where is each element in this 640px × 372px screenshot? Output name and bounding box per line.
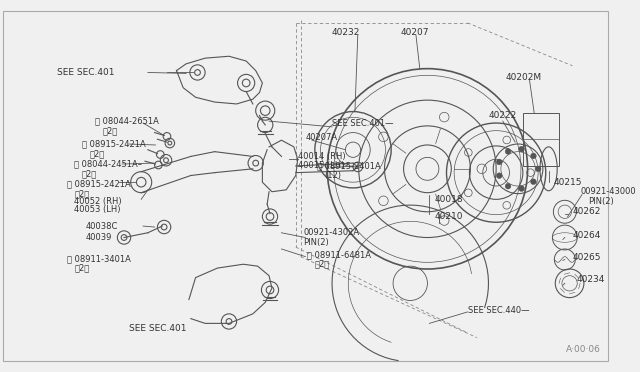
Text: 40262: 40262	[572, 207, 601, 216]
Circle shape	[505, 183, 511, 189]
Text: Ⓑ 08044-2651A: Ⓑ 08044-2651A	[95, 117, 159, 126]
Text: 〨2〩: 〨2〩	[74, 189, 90, 198]
Text: 40039: 40039	[86, 233, 112, 242]
Circle shape	[497, 159, 502, 165]
Text: Ⓦ 08915-2421A: Ⓦ 08915-2421A	[67, 180, 131, 189]
Text: Ⓑ 08044-2451A–: Ⓑ 08044-2451A–	[74, 160, 143, 169]
Text: Ⓦ 08915-2401A: Ⓦ 08915-2401A	[317, 161, 381, 170]
Text: 40210: 40210	[434, 212, 463, 221]
Text: 40015 (LH): 40015 (LH)	[298, 161, 344, 170]
Circle shape	[535, 166, 541, 172]
Text: 40232: 40232	[332, 28, 360, 37]
Circle shape	[531, 179, 536, 185]
Text: 40207A: 40207A	[305, 133, 337, 142]
Text: SEE SEC.401: SEE SEC.401	[129, 324, 186, 333]
Text: 〨2〩: 〨2〩	[74, 263, 90, 273]
Text: SEE SEC.401—: SEE SEC.401—	[332, 119, 394, 128]
Text: PIN(2): PIN(2)	[588, 197, 614, 206]
Text: 40038C: 40038C	[86, 222, 118, 231]
Text: 〨2〩: 〨2〩	[90, 149, 105, 158]
Text: 40052 (RH): 40052 (RH)	[74, 197, 122, 206]
Circle shape	[505, 148, 511, 154]
Text: 〨2〩: 〨2〩	[103, 126, 118, 135]
Text: 00921-4302A: 00921-4302A	[303, 228, 360, 237]
Text: Ⓦ 08915-2421A: Ⓦ 08915-2421A	[82, 140, 146, 148]
Text: A·00·06: A·00·06	[566, 345, 601, 354]
Text: (12): (12)	[324, 171, 341, 180]
Text: 40053 (LH): 40053 (LH)	[74, 205, 121, 214]
Text: 〨2〩: 〨2〩	[82, 169, 97, 178]
Text: 40207: 40207	[401, 28, 429, 37]
Text: 40264: 40264	[572, 231, 601, 240]
Text: 40222: 40222	[488, 111, 516, 120]
Text: Ⓝ 08911-3401A: Ⓝ 08911-3401A	[67, 254, 131, 263]
Circle shape	[518, 186, 524, 192]
Text: Ⓝ 08911-6481A: Ⓝ 08911-6481A	[307, 250, 371, 259]
Text: 40265: 40265	[572, 253, 601, 262]
Circle shape	[518, 146, 524, 152]
Text: 40234: 40234	[576, 275, 605, 284]
Text: 40215: 40215	[554, 178, 582, 187]
Text: 〨2〩: 〨2〩	[315, 260, 330, 269]
Text: PIN(2): PIN(2)	[303, 238, 329, 247]
Text: SEE SEC.401: SEE SEC.401	[57, 68, 115, 77]
Text: 00921-43000: 00921-43000	[580, 187, 636, 196]
Text: 40014 (RH): 40014 (RH)	[298, 152, 346, 161]
Circle shape	[531, 153, 536, 159]
Circle shape	[497, 173, 502, 179]
Text: 40018: 40018	[434, 195, 463, 204]
Text: 40202M: 40202M	[506, 73, 542, 82]
Text: SEE SEC.440—: SEE SEC.440—	[467, 305, 529, 315]
Bar	[523, 113, 559, 166]
